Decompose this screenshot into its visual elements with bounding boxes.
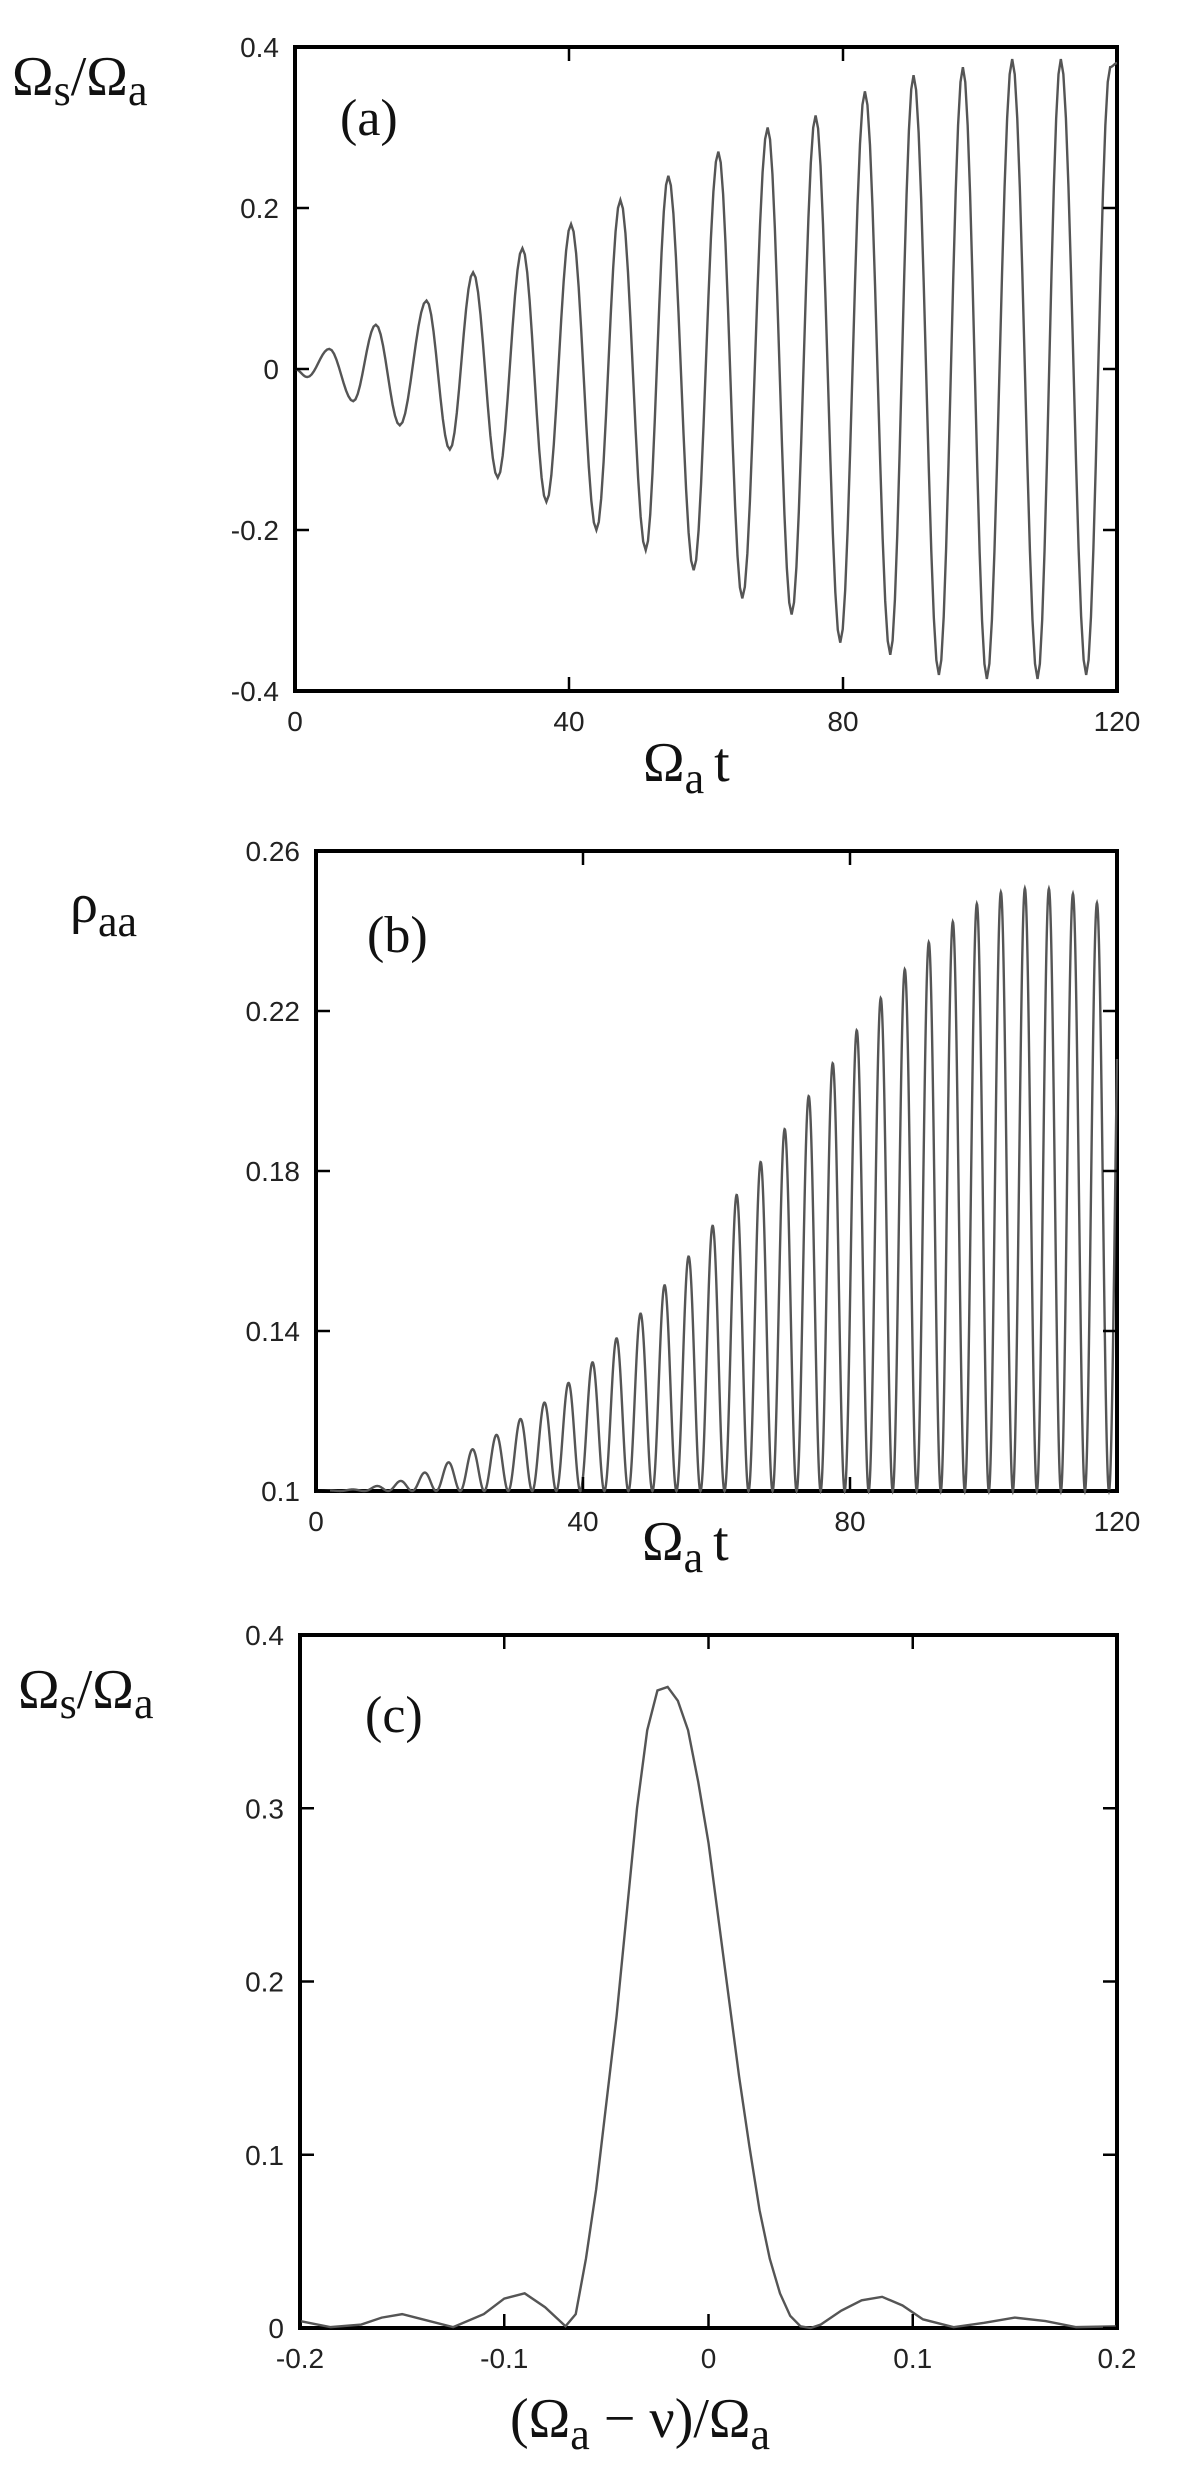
panel-b: 0 40 80 120 0.1 0.14 0.18 0.22 0.26 (b) ρaa Ωa t	[70, 836, 1140, 1582]
series-line	[294, 58, 1118, 680]
panel-label-b: (b)	[367, 907, 428, 964]
y-tick-label: -0.4	[231, 676, 279, 707]
x-tick-label: 80	[827, 706, 858, 737]
x-tick-label: 0	[287, 706, 303, 737]
y-tick-label: 0	[263, 354, 279, 385]
y-tick-label: 0.1	[261, 1476, 300, 1507]
x-tick-label: 0.1	[893, 2343, 932, 2374]
x-axis-label-c: (Ωa − ν)/Ωa	[510, 2388, 770, 2459]
panel-label-a: (a)	[340, 90, 398, 147]
y-tick-label: 0.3	[245, 1793, 284, 1824]
y-tick-label: 0.26	[246, 836, 301, 867]
panel-c: -0.2 -0.1 0 0.1 0.2 0 0.1 0.2 0.3 0.4 (c) Ωs/Ωa (…	[18, 1620, 1136, 2459]
x-tick-label: 120	[1094, 1506, 1141, 1537]
panel-label-c: (c)	[365, 1687, 423, 1744]
x-tick-label: 120	[1094, 706, 1141, 737]
y-tick-label: 0.1	[245, 2140, 284, 2171]
y-tick-label: -0.2	[231, 515, 279, 546]
y-tick-label: 0.2	[240, 193, 279, 224]
y-axis-label-b: ρaa	[70, 873, 137, 946]
y-tick-label: 0.4	[240, 32, 279, 63]
x-axis-label-b: Ωa t	[642, 1511, 729, 1582]
panel-a: 0 40 80 120 -0.4 -0.2 0 0.2 0.4 (a) Ωs/Ωa Ωa t	[12, 32, 1140, 803]
y-tick-label: 0.2	[245, 1967, 284, 1998]
x-tick-label: -0.1	[480, 2343, 528, 2374]
x-tick-label: 80	[834, 1506, 865, 1537]
x-tick-label: 0	[701, 2343, 717, 2374]
x-tick-label: -0.2	[276, 2343, 324, 2374]
x-tick-label: 40	[553, 706, 584, 737]
y-tick-label: 0.14	[246, 1316, 301, 1347]
y-tick-label: 0.22	[246, 996, 301, 1027]
x-tick-label: 40	[567, 1506, 598, 1537]
series-line	[299, 1685, 1118, 2330]
plot-frame-b	[314, 849, 1119, 1493]
x-tick-label: 0	[308, 1506, 324, 1537]
y-tick-label: 0.18	[246, 1156, 301, 1187]
y-tick-label: 0.4	[245, 1620, 284, 1651]
y-axis-label-c: Ωs/Ωa	[18, 1659, 153, 1728]
y-tick-label: 0	[268, 2313, 284, 2344]
x-tick-label: 0.2	[1098, 2343, 1137, 2374]
y-axis-label-a: Ωs/Ωa	[12, 46, 147, 115]
series-line	[316, 884, 1119, 1496]
x-axis-label-a: Ωa t	[643, 732, 730, 803]
